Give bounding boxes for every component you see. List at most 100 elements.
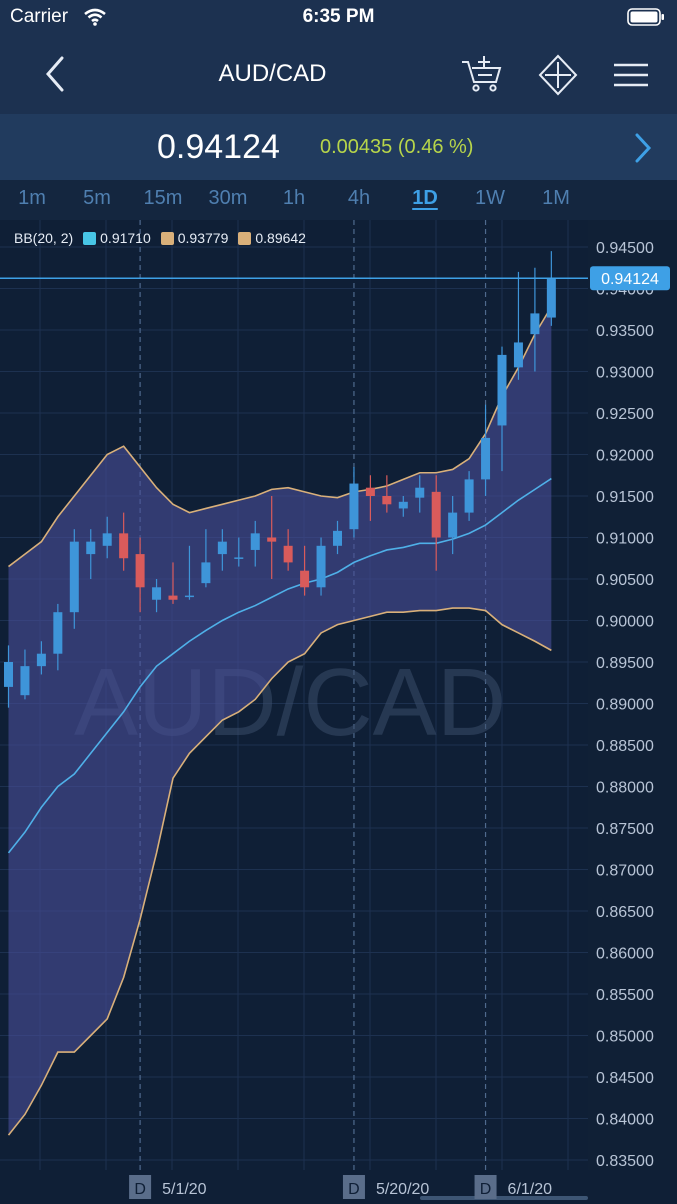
bollinger-upper-line bbox=[8, 306, 553, 568]
candle-body bbox=[234, 557, 244, 559]
candle-body bbox=[530, 313, 540, 335]
timeframe-1d[interactable]: 1D bbox=[412, 187, 438, 209]
timeframe-4h[interactable]: 4h bbox=[347, 187, 371, 209]
timeframe-1h[interactable]: 1h bbox=[282, 187, 306, 209]
candle-body bbox=[300, 570, 310, 588]
price-change: 0.00435 (0.46 %) bbox=[320, 136, 474, 158]
y-tick-label: 0.86000 bbox=[596, 946, 654, 963]
y-tick-label: 0.90000 bbox=[596, 614, 654, 631]
candle bbox=[135, 537, 145, 613]
y-tick-label: 0.85000 bbox=[596, 1029, 654, 1046]
candle-body bbox=[497, 354, 507, 426]
candle bbox=[300, 545, 310, 596]
candle-body bbox=[20, 666, 30, 696]
timeframe-1mo[interactable]: 1M bbox=[542, 187, 570, 209]
y-tick-label: 0.94500 bbox=[596, 240, 654, 257]
legend-label: BB(20, 2) bbox=[14, 230, 74, 246]
candle bbox=[36, 641, 46, 675]
candle bbox=[267, 496, 277, 579]
y-tick-label: 0.87000 bbox=[596, 863, 654, 880]
instrument-title: AUD/CAD bbox=[218, 60, 327, 87]
y-tick-label: 0.91500 bbox=[596, 489, 654, 506]
status-time: 6:35 PM bbox=[302, 6, 375, 27]
y-tick-label: 0.92000 bbox=[596, 448, 654, 465]
candle-body bbox=[365, 487, 375, 496]
candle bbox=[102, 516, 112, 559]
candle-body bbox=[86, 541, 96, 555]
candle-body bbox=[283, 545, 293, 563]
candle-body bbox=[513, 342, 523, 368]
status-bar: Carrier 6:35 PM bbox=[0, 0, 677, 34]
current-price: 0.94124 bbox=[157, 128, 280, 166]
candle bbox=[513, 271, 523, 380]
timeframe-1w[interactable]: 1W bbox=[475, 187, 505, 209]
x-tick-label: 6/1/20 bbox=[508, 1181, 553, 1198]
y-tick-label: 0.88000 bbox=[596, 780, 654, 797]
y-tick-label: 0.92500 bbox=[596, 406, 654, 423]
bollinger-lower-line bbox=[7, 607, 552, 1136]
wifi-icon bbox=[84, 8, 106, 26]
last-price-badge bbox=[590, 266, 670, 291]
menu-icon[interactable] bbox=[612, 60, 650, 90]
add-to-cart-icon[interactable] bbox=[460, 54, 504, 96]
candle-body bbox=[201, 562, 211, 584]
candle-body bbox=[53, 612, 63, 654]
candle bbox=[53, 603, 63, 671]
timeframe-30m[interactable]: 30m bbox=[208, 187, 248, 209]
battery-icon bbox=[627, 8, 664, 26]
candle bbox=[365, 475, 375, 521]
candle-body bbox=[546, 278, 556, 318]
legend-mid-value: 0.91710 bbox=[100, 230, 151, 246]
nav-bar: AUD/CAD bbox=[0, 34, 677, 114]
candle bbox=[546, 251, 556, 326]
candle bbox=[119, 512, 129, 571]
y-tick-label: 0.87500 bbox=[596, 821, 654, 838]
y-tick-label: 0.84000 bbox=[596, 1112, 654, 1129]
candle-body bbox=[349, 483, 359, 530]
quote-bar[interactable]: 0.94124 0.00435 (0.46 %) bbox=[0, 114, 677, 180]
y-tick-label: 0.84500 bbox=[596, 1070, 654, 1087]
carrier-label: Carrier bbox=[10, 6, 69, 27]
legend-lower-value: 0.89642 bbox=[255, 230, 306, 246]
candle-body bbox=[415, 487, 425, 498]
back-chevron-icon[interactable] bbox=[40, 54, 70, 94]
candle bbox=[250, 520, 260, 567]
date-marker-badge bbox=[129, 1175, 152, 1199]
candle bbox=[415, 475, 425, 513]
candle-body bbox=[119, 533, 129, 559]
timeframe-15m[interactable]: 15m bbox=[143, 187, 183, 209]
candle bbox=[464, 471, 474, 521]
last-price-badge-text: 0.94124 bbox=[601, 271, 659, 288]
candle bbox=[152, 579, 162, 613]
candle-body bbox=[4, 662, 13, 687]
horizontal-scrollbar[interactable] bbox=[420, 1196, 588, 1200]
candle bbox=[530, 267, 540, 372]
y-tick-label: 0.89000 bbox=[596, 697, 654, 714]
candle bbox=[283, 529, 293, 571]
candle-body bbox=[135, 554, 145, 588]
bollinger-mid-line bbox=[7, 477, 552, 854]
candle bbox=[234, 537, 244, 567]
timeframe-5m[interactable]: 5m bbox=[83, 187, 111, 209]
candle-body bbox=[168, 595, 178, 600]
legend-upper-swatch bbox=[160, 231, 174, 245]
y-tick-label: 0.91000 bbox=[596, 531, 654, 548]
price-chart[interactable]: AUD/CAD 0.945000.940000.935000.930000.92… bbox=[0, 220, 677, 1204]
candle-body bbox=[152, 587, 162, 600]
y-tick-label: 0.88500 bbox=[596, 738, 654, 755]
date-marker-letter: D bbox=[348, 1181, 360, 1198]
crosshair-icon[interactable] bbox=[536, 54, 580, 96]
candle bbox=[4, 645, 13, 708]
candle-body bbox=[36, 653, 46, 667]
candle bbox=[481, 404, 491, 496]
candle bbox=[69, 529, 79, 629]
timeframe-1m[interactable]: 1m bbox=[18, 187, 46, 209]
candle-body bbox=[382, 496, 392, 505]
candle-body bbox=[184, 595, 194, 598]
date-marker-letter: D bbox=[480, 1181, 492, 1198]
chevron-right-icon[interactable] bbox=[632, 132, 654, 164]
candle-body bbox=[217, 541, 227, 555]
y-tick-label: 0.85500 bbox=[596, 987, 654, 1004]
bollinger-legend: BB(20, 2) 0.91710 0.93779 0.89642 bbox=[14, 230, 306, 246]
y-tick-label: 0.93000 bbox=[596, 365, 654, 382]
